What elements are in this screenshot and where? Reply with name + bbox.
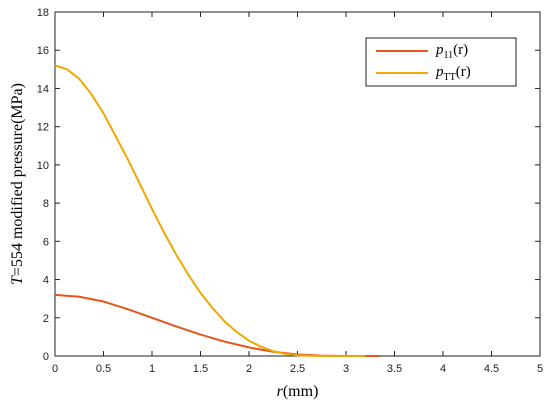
- y-tick-label: 2: [43, 313, 49, 325]
- x-tick-label: 2.5: [290, 363, 305, 375]
- x-axis-label: r(mm): [277, 383, 319, 400]
- x-tick-label: 3.5: [387, 363, 402, 375]
- x-tick-label: 2: [246, 363, 252, 375]
- x-tick-label: 0: [52, 363, 58, 375]
- y-tick-label: 10: [37, 160, 49, 172]
- x-tick-label: 1.5: [193, 363, 208, 375]
- y-tick-label: 8: [43, 198, 49, 210]
- legend-label-p11: p11(r): [435, 42, 468, 61]
- x-tick-label: 3: [343, 363, 349, 375]
- y-axis-label-variable: T: [9, 275, 26, 285]
- y-axis-ticks: 0 2 4 6 8 10 12 14 16 18: [37, 7, 540, 363]
- y-tick-label: 4: [43, 275, 49, 287]
- x-tick-label: 4.5: [484, 363, 499, 375]
- legend-box: [365, 37, 517, 87]
- legend-label-ptt: pTT(r): [435, 64, 471, 83]
- y-tick-label: 6: [43, 236, 49, 248]
- x-axis-ticks: 0 0.5 1 1.5 2 2.5 3 3.5 4 4.5 5: [52, 12, 543, 375]
- series-layer: [54, 64, 380, 357]
- legend: p11(r) pTT(r): [365, 37, 517, 87]
- y-tick-label: 18: [37, 7, 49, 19]
- x-axis-label-variable: r: [277, 383, 284, 400]
- y-tick-label: 12: [37, 122, 49, 134]
- x-tick-label: 4: [440, 363, 446, 375]
- x-axis-label-unit: (mm): [283, 383, 319, 400]
- x-tick-label: 1: [149, 363, 155, 375]
- y-tick-label: 14: [37, 83, 49, 95]
- y-tick-label: 0: [43, 351, 49, 363]
- series-line-tt: [54, 64, 366, 357]
- y-axis-label: T=554 modified pressure(MPa): [9, 83, 26, 285]
- y-tick-label: 16: [37, 45, 49, 57]
- x-tick-label: 0.5: [96, 363, 111, 375]
- x-tick-label: 5: [537, 363, 543, 375]
- y-axis-label-text: =554 modified pressure(MPa): [9, 83, 26, 276]
